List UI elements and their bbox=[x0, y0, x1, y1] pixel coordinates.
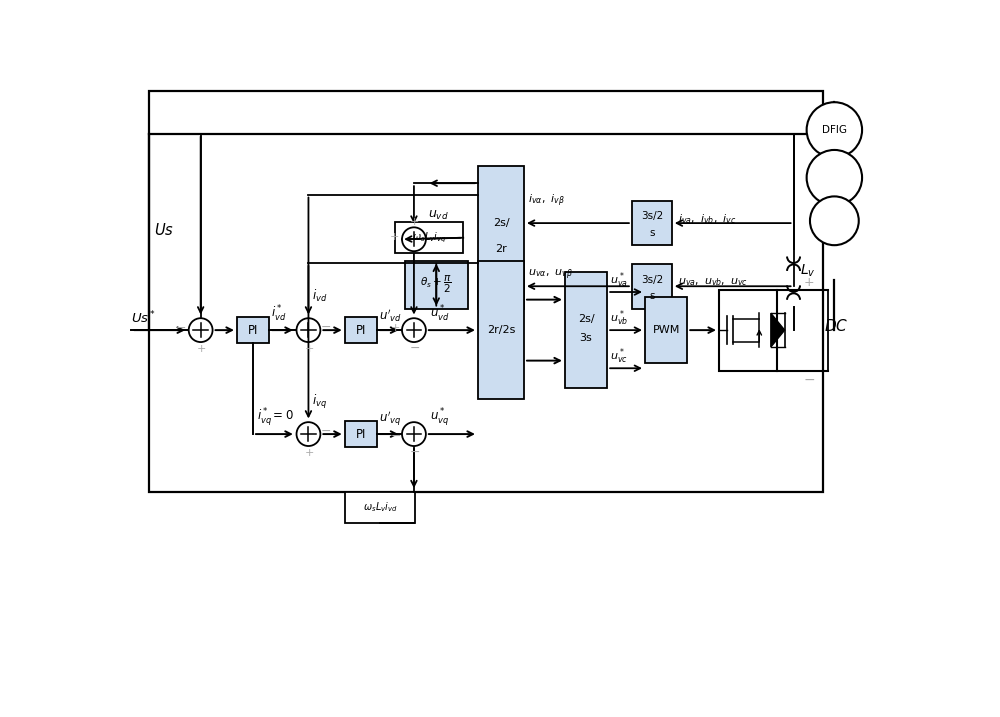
Text: $L_v$: $L_v$ bbox=[800, 262, 815, 279]
Text: −: − bbox=[803, 373, 815, 386]
Text: $u'_{vd}$: $u'_{vd}$ bbox=[379, 308, 402, 324]
Text: $u_{vd}$: $u_{vd}$ bbox=[428, 209, 448, 222]
Text: 3s: 3s bbox=[580, 333, 592, 343]
Text: PI: PI bbox=[248, 323, 258, 336]
Text: 2s/: 2s/ bbox=[578, 313, 594, 323]
Text: s: s bbox=[649, 291, 655, 301]
Text: $\theta_s+\dfrac{\pi}{2}$: $\theta_s+\dfrac{\pi}{2}$ bbox=[420, 274, 452, 295]
Circle shape bbox=[807, 103, 862, 158]
Text: −: − bbox=[409, 446, 420, 459]
Bar bbox=[395, 222, 463, 253]
Circle shape bbox=[297, 318, 320, 342]
Text: $i^*_{vq}=0$: $i^*_{vq}=0$ bbox=[257, 406, 294, 428]
Circle shape bbox=[189, 318, 213, 342]
Bar bbox=[345, 492, 415, 523]
Text: $u^*_{vb}$: $u^*_{vb}$ bbox=[610, 308, 628, 328]
Text: s: s bbox=[649, 228, 655, 238]
Text: $\omega_s L_v i_{vd}$: $\omega_s L_v i_{vd}$ bbox=[363, 500, 397, 514]
Bar bbox=[565, 272, 607, 388]
Circle shape bbox=[810, 196, 859, 245]
Text: 2s/: 2s/ bbox=[493, 218, 509, 228]
Text: −: − bbox=[409, 342, 420, 355]
Text: $i_{va},\ i_{vb},\ i_{vc}$: $i_{va},\ i_{vb},\ i_{vc}$ bbox=[678, 212, 736, 226]
Bar bbox=[237, 317, 269, 343]
Bar bbox=[645, 298, 687, 363]
Text: $i^*_{vd}$: $i^*_{vd}$ bbox=[271, 304, 287, 324]
Text: $i_{vq}$: $i_{vq}$ bbox=[312, 393, 327, 411]
Text: $i_{v\alpha},\ i_{v\beta}$: $i_{v\alpha},\ i_{v\beta}$ bbox=[528, 193, 565, 209]
Circle shape bbox=[402, 227, 426, 251]
Text: $i_{vd}$: $i_{vd}$ bbox=[312, 288, 327, 303]
Text: $u^*_{va}$: $u^*_{va}$ bbox=[610, 270, 628, 290]
Text: +: + bbox=[390, 232, 399, 242]
Text: +: + bbox=[305, 447, 314, 457]
Text: 3s/2: 3s/2 bbox=[641, 212, 663, 222]
Text: $Us^*$: $Us^*$ bbox=[131, 310, 157, 326]
Text: −: − bbox=[321, 321, 331, 334]
Text: 2r: 2r bbox=[495, 244, 507, 254]
Text: −: − bbox=[390, 430, 401, 443]
Text: $Us$: $Us$ bbox=[154, 222, 174, 238]
Bar bbox=[149, 92, 823, 492]
Text: +: + bbox=[305, 343, 314, 353]
Text: −: − bbox=[321, 425, 331, 438]
Text: PWM: PWM bbox=[652, 325, 680, 335]
Text: PI: PI bbox=[356, 323, 366, 336]
Text: 3s/2: 3s/2 bbox=[641, 275, 663, 285]
Text: DFIG: DFIG bbox=[822, 125, 847, 135]
Text: $u^*_{vd}$: $u^*_{vd}$ bbox=[430, 304, 449, 324]
Circle shape bbox=[402, 422, 426, 446]
Text: 2r/2s: 2r/2s bbox=[487, 325, 515, 335]
Bar bbox=[405, 261, 468, 308]
Bar bbox=[719, 290, 777, 371]
Circle shape bbox=[807, 150, 862, 205]
Text: $\omega_s L_v i_{vq}$: $\omega_s L_v i_{vq}$ bbox=[412, 231, 447, 245]
Text: PI: PI bbox=[356, 427, 366, 440]
Circle shape bbox=[297, 422, 320, 446]
Text: $u_{v\alpha},\ u_{v\beta}$: $u_{v\alpha},\ u_{v\beta}$ bbox=[528, 267, 573, 282]
Text: +: + bbox=[197, 343, 206, 353]
Text: $u_{va},\ u_{vb},\ u_{vc}$: $u_{va},\ u_{vb},\ u_{vc}$ bbox=[678, 277, 748, 288]
Text: +: + bbox=[391, 323, 400, 333]
Text: $u^*_{vq}$: $u^*_{vq}$ bbox=[430, 406, 449, 428]
Bar bbox=[632, 201, 672, 245]
Bar bbox=[345, 317, 377, 343]
Text: +: + bbox=[410, 217, 419, 227]
Text: $u'_{vq}$: $u'_{vq}$ bbox=[379, 409, 402, 428]
Bar bbox=[632, 264, 672, 308]
Text: $u^*_{vc}$: $u^*_{vc}$ bbox=[610, 346, 628, 366]
Circle shape bbox=[402, 318, 426, 342]
Text: $DC$: $DC$ bbox=[824, 318, 849, 334]
Bar bbox=[345, 421, 377, 447]
Polygon shape bbox=[771, 313, 785, 347]
Text: −: − bbox=[175, 322, 186, 335]
Bar bbox=[478, 166, 524, 308]
Bar bbox=[478, 261, 524, 399]
Text: +: + bbox=[804, 275, 814, 288]
